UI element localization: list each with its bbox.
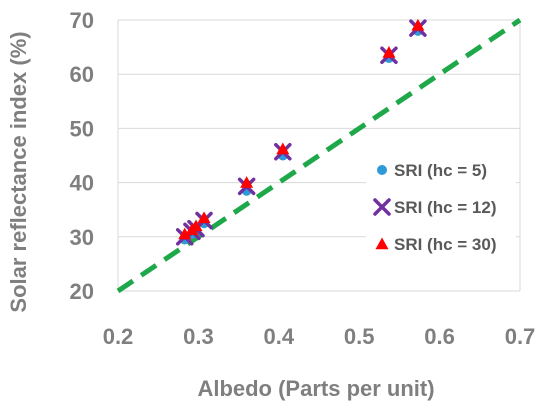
point-series-3 xyxy=(197,211,211,224)
reference-line-group xyxy=(116,17,522,294)
y-tick-label: 60 xyxy=(70,62,94,87)
data-points xyxy=(175,18,427,246)
x-tick-label: 0.3 xyxy=(183,324,214,349)
y-tick-labels: 20 30 40 50 60 70 xyxy=(70,8,94,304)
point-series-3 xyxy=(276,142,290,155)
y-tick-label: 20 xyxy=(70,279,94,304)
legend-label-3: SRI (hc = 30) xyxy=(394,235,497,254)
point-series-3 xyxy=(178,227,192,240)
x-tick-label: 0.6 xyxy=(424,324,455,349)
legend-marker-1 xyxy=(377,165,387,175)
x-tick-label: 0.7 xyxy=(505,324,536,349)
y-axis-title: Solar reflectance index (%) xyxy=(6,31,31,312)
y-tick-label: 50 xyxy=(70,116,94,141)
point-series-3 xyxy=(411,18,425,31)
y-tick-label: 70 xyxy=(70,8,94,33)
x-tick-labels: 0.2 0.3 0.4 0.5 0.6 0.7 xyxy=(103,324,536,349)
x-tick-label: 0.2 xyxy=(103,324,134,349)
x-tick-label: 0.5 xyxy=(344,324,375,349)
point-series-3 xyxy=(189,219,203,232)
legend-label-2: SRI (hc = 12) xyxy=(394,198,497,217)
legend-background xyxy=(366,151,516,263)
reference-line xyxy=(116,17,522,294)
x-tick-label: 0.4 xyxy=(264,324,295,349)
legend-marker-2 xyxy=(373,198,391,216)
legend: SRI (hc = 5) SRI (hc = 12) SRI (hc = 30) xyxy=(366,151,516,263)
y-tick-label: 40 xyxy=(70,171,94,196)
point-series-3 xyxy=(240,176,254,188)
legend-label-1: SRI (hc = 5) xyxy=(394,161,487,180)
y-tick-label: 30 xyxy=(70,225,94,250)
point-series-3 xyxy=(382,46,396,58)
x-axis-title: Albedo (Parts per unit) xyxy=(197,376,434,401)
legend-marker-3 xyxy=(375,237,389,250)
